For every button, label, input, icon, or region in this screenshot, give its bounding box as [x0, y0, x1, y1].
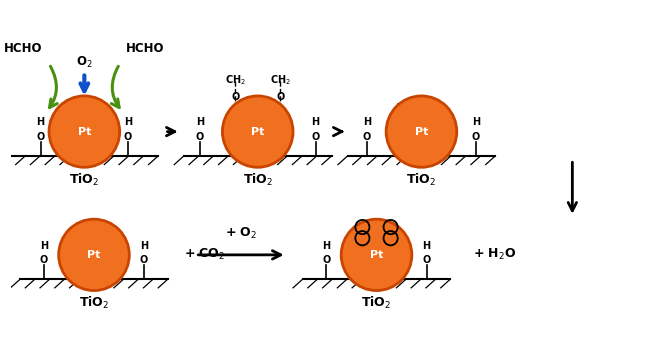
Text: H: H [472, 118, 480, 127]
Text: Pt: Pt [415, 127, 428, 136]
Text: Pt: Pt [87, 250, 101, 260]
Text: H: H [196, 118, 204, 127]
Text: H: H [231, 120, 239, 130]
Text: HOOCH: HOOCH [398, 100, 407, 143]
Text: O: O [231, 92, 239, 102]
Text: H: H [322, 241, 330, 251]
Text: H: H [422, 241, 430, 251]
Text: HCHO: HCHO [4, 42, 43, 55]
Text: CH$_2$: CH$_2$ [225, 74, 246, 88]
Text: CH$_2$: CH$_2$ [269, 74, 290, 88]
Text: + H$_2$O: + H$_2$O [473, 247, 516, 262]
Text: TiO$_2$: TiO$_2$ [69, 172, 99, 188]
Text: + CO$_2$: + CO$_2$ [184, 247, 225, 262]
Text: HCHO: HCHO [126, 42, 165, 55]
Ellipse shape [49, 96, 120, 167]
Text: O: O [231, 133, 239, 143]
Text: O: O [363, 132, 371, 142]
Text: O: O [472, 132, 480, 142]
Text: H: H [40, 241, 48, 251]
Text: TiO$_2$: TiO$_2$ [362, 295, 392, 311]
Text: TiO$_2$: TiO$_2$ [79, 295, 109, 311]
Text: Pt: Pt [78, 127, 91, 136]
Text: H: H [124, 118, 132, 127]
Text: H: H [311, 118, 320, 127]
Text: O: O [322, 255, 330, 265]
Text: O: O [311, 132, 320, 142]
Text: O: O [124, 132, 132, 142]
Text: H: H [37, 118, 44, 127]
Text: O$_2$: O$_2$ [76, 55, 93, 70]
Ellipse shape [386, 96, 456, 167]
Text: O: O [140, 255, 148, 265]
Text: H: H [140, 241, 148, 251]
Text: O: O [422, 255, 431, 265]
Text: HOOCH: HOOCH [426, 100, 436, 143]
Ellipse shape [222, 96, 293, 167]
Text: O: O [276, 92, 284, 102]
Ellipse shape [341, 219, 412, 290]
Text: O: O [40, 255, 48, 265]
Text: O: O [276, 108, 284, 118]
Text: TiO$_2$: TiO$_2$ [406, 172, 436, 188]
Text: O: O [231, 108, 239, 118]
Text: Pt: Pt [370, 250, 383, 260]
Text: O: O [276, 133, 284, 143]
Text: O: O [37, 132, 45, 142]
Text: H: H [363, 118, 371, 127]
Text: + O$_2$: + O$_2$ [225, 226, 257, 241]
Text: H: H [276, 120, 284, 130]
Text: TiO$_2$: TiO$_2$ [243, 172, 273, 188]
Text: O: O [196, 132, 204, 142]
Text: Pt: Pt [251, 127, 264, 136]
Ellipse shape [59, 219, 129, 290]
